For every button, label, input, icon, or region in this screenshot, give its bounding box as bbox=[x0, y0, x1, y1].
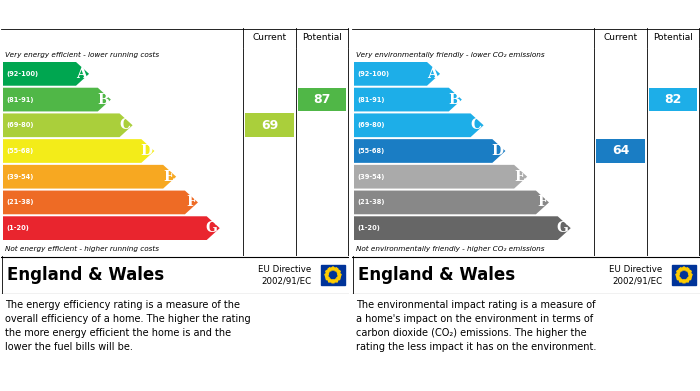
Text: Not environmentally friendly - higher CO₂ emissions: Not environmentally friendly - higher CO… bbox=[356, 246, 545, 252]
Text: (1-20): (1-20) bbox=[357, 225, 380, 231]
Text: G: G bbox=[557, 221, 568, 235]
Polygon shape bbox=[3, 165, 176, 188]
Text: (55-68): (55-68) bbox=[357, 148, 384, 154]
Text: Current: Current bbox=[253, 34, 286, 43]
Text: Very energy efficient - lower running costs: Very energy efficient - lower running co… bbox=[5, 52, 159, 58]
Text: A: A bbox=[427, 67, 438, 81]
Text: Not energy efficient - higher running costs: Not energy efficient - higher running co… bbox=[5, 246, 159, 252]
Polygon shape bbox=[354, 88, 462, 111]
Polygon shape bbox=[596, 139, 645, 163]
Text: 82: 82 bbox=[664, 93, 682, 106]
Text: Potential: Potential bbox=[302, 34, 342, 43]
Text: E: E bbox=[514, 170, 525, 184]
Text: E: E bbox=[164, 170, 174, 184]
Polygon shape bbox=[3, 113, 132, 137]
Text: Energy Efficiency Rating: Energy Efficiency Rating bbox=[7, 7, 190, 20]
Text: (81-91): (81-91) bbox=[6, 97, 34, 102]
Text: Environmental Impact (CO₂) Rating: Environmental Impact (CO₂) Rating bbox=[358, 7, 620, 20]
Polygon shape bbox=[3, 139, 155, 163]
Text: 64: 64 bbox=[612, 145, 629, 158]
Text: EU Directive
2002/91/EC: EU Directive 2002/91/EC bbox=[258, 265, 311, 285]
Polygon shape bbox=[354, 113, 484, 137]
Polygon shape bbox=[3, 216, 220, 240]
Text: (92-100): (92-100) bbox=[6, 71, 38, 77]
Text: (55-68): (55-68) bbox=[6, 148, 34, 154]
Polygon shape bbox=[354, 62, 440, 86]
Polygon shape bbox=[3, 190, 198, 214]
FancyBboxPatch shape bbox=[672, 265, 696, 285]
Polygon shape bbox=[354, 165, 527, 188]
Text: C: C bbox=[120, 118, 131, 132]
Polygon shape bbox=[354, 139, 505, 163]
Polygon shape bbox=[354, 190, 549, 214]
Polygon shape bbox=[298, 88, 346, 111]
Text: Potential: Potential bbox=[654, 34, 694, 43]
Polygon shape bbox=[354, 216, 570, 240]
Text: A: A bbox=[76, 67, 87, 81]
Text: (92-100): (92-100) bbox=[357, 71, 389, 77]
Text: D: D bbox=[491, 144, 503, 158]
Text: (69-80): (69-80) bbox=[6, 122, 34, 128]
Text: C: C bbox=[470, 118, 482, 132]
Polygon shape bbox=[649, 88, 697, 111]
FancyBboxPatch shape bbox=[321, 265, 345, 285]
Text: F: F bbox=[186, 196, 196, 210]
Text: EU Directive
2002/91/EC: EU Directive 2002/91/EC bbox=[609, 265, 662, 285]
Text: Very environmentally friendly - lower CO₂ emissions: Very environmentally friendly - lower CO… bbox=[356, 52, 545, 58]
Text: (69-80): (69-80) bbox=[357, 122, 384, 128]
Text: (39-54): (39-54) bbox=[357, 174, 384, 180]
Text: D: D bbox=[140, 144, 153, 158]
Text: England & Wales: England & Wales bbox=[358, 266, 515, 284]
Text: B: B bbox=[97, 93, 108, 107]
Polygon shape bbox=[3, 62, 89, 86]
Text: B: B bbox=[448, 93, 460, 107]
Text: (21-38): (21-38) bbox=[6, 199, 34, 205]
Text: (21-38): (21-38) bbox=[357, 199, 384, 205]
Text: (39-54): (39-54) bbox=[6, 174, 34, 180]
Text: (81-91): (81-91) bbox=[357, 97, 384, 102]
Text: (1-20): (1-20) bbox=[6, 225, 29, 231]
Polygon shape bbox=[245, 113, 294, 137]
Text: 69: 69 bbox=[261, 119, 278, 132]
Text: Current: Current bbox=[603, 34, 638, 43]
Text: England & Wales: England & Wales bbox=[7, 266, 164, 284]
Text: 87: 87 bbox=[314, 93, 330, 106]
Text: The energy efficiency rating is a measure of the
overall efficiency of a home. T: The energy efficiency rating is a measur… bbox=[5, 300, 251, 352]
Polygon shape bbox=[3, 88, 111, 111]
Text: The environmental impact rating is a measure of
a home's impact on the environme: The environmental impact rating is a mea… bbox=[356, 300, 596, 352]
Text: F: F bbox=[537, 196, 547, 210]
Text: G: G bbox=[206, 221, 218, 235]
